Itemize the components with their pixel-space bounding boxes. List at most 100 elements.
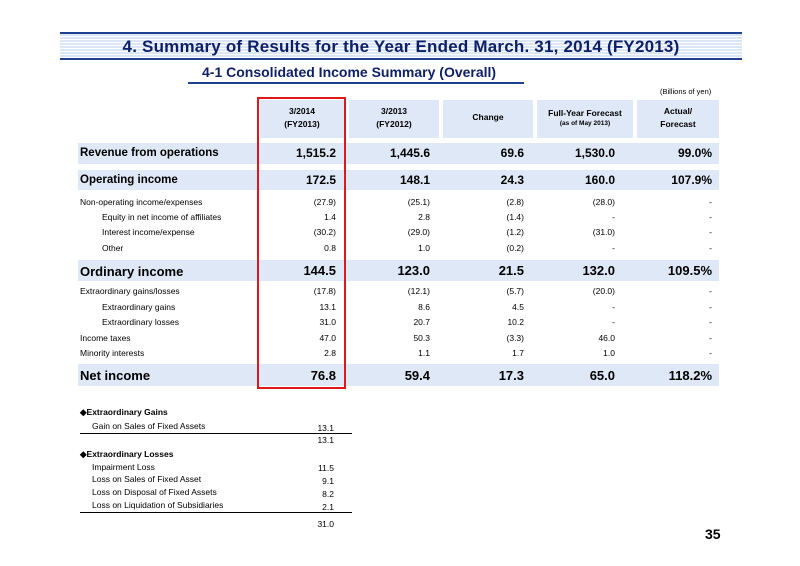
cell: - bbox=[612, 302, 615, 312]
column-header-forecast: Full-Year Forecast (as of May 2013) bbox=[537, 100, 633, 138]
cell: 172.5 bbox=[305, 173, 336, 187]
cell: 47.0 bbox=[319, 333, 336, 343]
cell: 24.3 bbox=[500, 173, 524, 187]
row-label-interest: Interest income/expense bbox=[102, 227, 195, 237]
cell: 20.7 bbox=[413, 317, 430, 327]
fy2013-highlight-box bbox=[257, 97, 346, 389]
band-net-income bbox=[78, 364, 719, 386]
page-number: 35 bbox=[705, 526, 721, 542]
cell: (1.2) bbox=[506, 227, 524, 237]
cell: 123.0 bbox=[397, 263, 430, 278]
cell: 99.0% bbox=[677, 146, 712, 160]
row-label-equity: Equity in net income of affiliates bbox=[102, 212, 222, 222]
losses-item-label: Impairment Loss bbox=[92, 462, 155, 472]
row-label-other: Other bbox=[102, 243, 124, 253]
cell: - bbox=[612, 212, 615, 222]
cell: 118.2% bbox=[668, 368, 712, 383]
cell: (12.1) bbox=[407, 286, 430, 296]
cell: 132.0 bbox=[582, 263, 615, 278]
band-ordinary bbox=[78, 260, 719, 281]
row-label-income-taxes: Income taxes bbox=[80, 333, 131, 343]
cell: - bbox=[709, 286, 712, 296]
cell: (17.8) bbox=[313, 286, 336, 296]
cell: 1.0 bbox=[418, 243, 430, 253]
cell: 0.8 bbox=[324, 243, 336, 253]
losses-heading: ◆Extraordinary Losses bbox=[80, 449, 174, 459]
cell: 31.0 bbox=[319, 317, 336, 327]
cell: - bbox=[709, 212, 712, 222]
cell: 50.3 bbox=[413, 333, 430, 343]
cell: 1,515.2 bbox=[295, 146, 336, 160]
cell: 1.7 bbox=[512, 348, 524, 358]
section-subtitle: 4-1 Consolidated Income Summary (Overall… bbox=[202, 64, 497, 80]
column-header-fy2013: 3/2014 (FY2013) bbox=[260, 100, 344, 138]
cell: 46.0 bbox=[598, 333, 615, 343]
cell: 21.5 bbox=[498, 263, 524, 278]
losses-divider bbox=[80, 512, 352, 513]
units-note: (Billions of yen) bbox=[660, 87, 712, 96]
cell: (27.9) bbox=[313, 197, 336, 207]
gains-heading: ◆Extraordinary Gains bbox=[80, 407, 168, 417]
row-label-ordinary-income: Ordinary income bbox=[80, 264, 184, 279]
row-label-net-income: Net income bbox=[80, 368, 151, 383]
cell: (5.7) bbox=[506, 286, 524, 296]
losses-total: 31.0 bbox=[317, 519, 334, 529]
row-label-minority: Minority interests bbox=[80, 348, 145, 358]
cell: - bbox=[709, 243, 712, 253]
losses-item-label: Loss on Disposal of Fixed Assets bbox=[92, 487, 217, 497]
row-label-extraordinary: Extraordinary gains/losses bbox=[80, 286, 180, 296]
row-label-revenue: Revenue from operations bbox=[80, 147, 219, 159]
row-label-extraordinary-gains: Extraordinary gains bbox=[102, 302, 176, 312]
cell: 65.0 bbox=[589, 368, 615, 383]
cell: 59.4 bbox=[404, 368, 430, 383]
cell: - bbox=[709, 302, 712, 312]
column-header-actual-forecast: Actual/ Forecast bbox=[637, 100, 719, 138]
row-label-non-operating: Non-operating income/expenses bbox=[80, 197, 203, 207]
cell: 1,530.0 bbox=[574, 146, 615, 160]
cell: (3.3) bbox=[506, 333, 524, 343]
cell: - bbox=[709, 333, 712, 343]
row-label-operating-income: Operating income bbox=[80, 174, 178, 186]
cell: (25.1) bbox=[407, 197, 430, 207]
cell: 8.6 bbox=[418, 302, 430, 312]
subtitle-underline bbox=[188, 82, 524, 84]
cell: - bbox=[709, 197, 712, 207]
cell: - bbox=[612, 317, 615, 327]
losses-item-label: Loss on Liquidation of Subsidiaries bbox=[92, 500, 224, 510]
cell: 107.9% bbox=[671, 173, 712, 187]
cell: 1.1 bbox=[418, 348, 430, 358]
cell: (2.8) bbox=[506, 197, 524, 207]
losses-item-value: 8.2 bbox=[322, 489, 334, 499]
cell: (31.0) bbox=[592, 227, 615, 237]
cell: 1.4 bbox=[324, 212, 336, 222]
cell: 17.3 bbox=[498, 368, 524, 383]
cell: - bbox=[709, 317, 712, 327]
cell: 10.2 bbox=[507, 317, 524, 327]
column-header-fy2012: 3/2013 (FY2012) bbox=[349, 100, 439, 138]
cell: 4.5 bbox=[512, 302, 524, 312]
cell: 144.5 bbox=[303, 263, 336, 278]
losses-item-value: 11.5 bbox=[318, 463, 334, 473]
losses-item-value: 9.1 bbox=[322, 476, 334, 486]
cell: 1,445.6 bbox=[389, 146, 430, 160]
losses-item-value: 2.1 bbox=[322, 502, 334, 512]
column-header-change: Change bbox=[443, 100, 533, 138]
cell: (20.0) bbox=[592, 286, 615, 296]
page-title: 4. Summary of Results for the Year Ended… bbox=[122, 37, 680, 56]
cell: 13.1 bbox=[319, 302, 336, 312]
cell: - bbox=[612, 243, 615, 253]
cell: 109.5% bbox=[667, 263, 712, 278]
cell: 76.8 bbox=[310, 368, 336, 383]
cell: (30.2) bbox=[313, 227, 336, 237]
cell: (1.4) bbox=[506, 212, 524, 222]
title-bar: 4. Summary of Results for the Year Ended… bbox=[60, 32, 742, 60]
cell: - bbox=[709, 227, 712, 237]
cell: (28.0) bbox=[592, 197, 615, 207]
cell: 69.6 bbox=[500, 146, 524, 160]
cell: 2.8 bbox=[418, 212, 430, 222]
cell: 2.8 bbox=[324, 348, 336, 358]
cell: 1.0 bbox=[603, 348, 615, 358]
cell: 160.0 bbox=[584, 173, 615, 187]
gains-item-value: 13.1 bbox=[317, 423, 334, 433]
row-label-extraordinary-losses: Extraordinary losses bbox=[102, 317, 180, 327]
